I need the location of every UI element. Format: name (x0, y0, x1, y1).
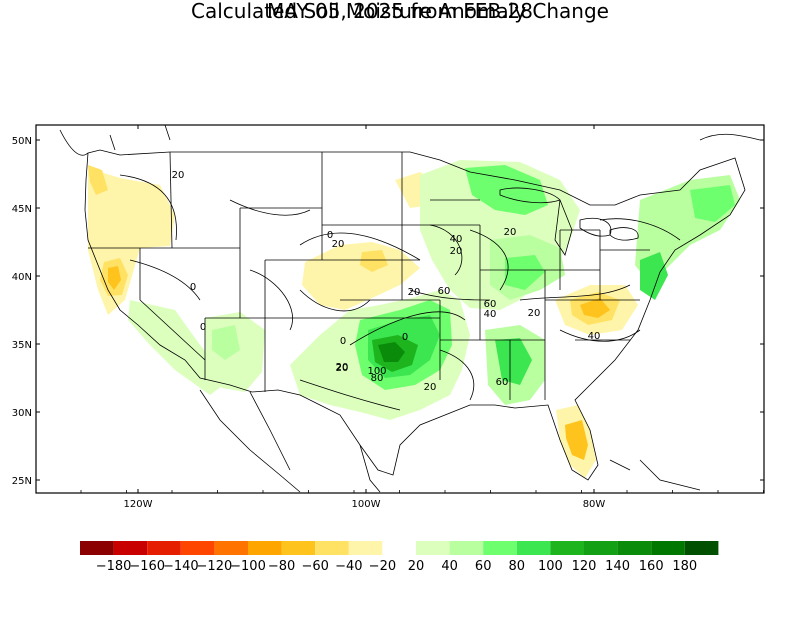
colorbar-label: 40 (441, 559, 458, 574)
contour-label: 20 (450, 246, 463, 257)
colorbar-swatch (550, 541, 584, 555)
title-line-2: MAY 05, 2025 from FEB.28 (267, 0, 533, 23)
contour-label: 60 (496, 377, 509, 388)
colorbar-swatch (483, 541, 517, 555)
dry-region-virginia-core (580, 298, 610, 318)
lon-label: 80W (583, 499, 606, 510)
contour-label: 100 (367, 366, 386, 377)
contour-label: 60 (438, 286, 451, 297)
contour-label: 20 (408, 287, 421, 298)
lat-labels: 50N 45N 40N 35N 30N 25N (12, 136, 32, 487)
colorbar-swatch (516, 541, 551, 555)
contour-label: 40 (450, 234, 463, 245)
wet-region-mississippi-core (495, 338, 532, 385)
colorbar-label: 100 (538, 559, 563, 574)
colorbar-label: −80 (268, 559, 295, 574)
colorbar-swatch (348, 541, 383, 555)
lon-labels: 120W 100W 80W (124, 499, 606, 510)
lat-label: 40N (12, 272, 32, 283)
contour-label: 40 (484, 309, 497, 320)
contour-label: 20 (528, 308, 541, 319)
colorbar-label: −60 (301, 559, 328, 574)
lat-label: 35N (12, 340, 32, 351)
contour-label: 60 (484, 299, 497, 310)
us-outline (84, 149, 746, 481)
axis-ticks (36, 125, 764, 493)
colorbar-swatch (584, 541, 618, 555)
colorbar-label: −120 (197, 559, 233, 574)
colorbar-swatch (449, 541, 484, 555)
map-frame (35, 124, 765, 494)
dry-region-florida-core (565, 420, 588, 460)
lon-label: 100W (352, 499, 381, 510)
colorbar-swatch (147, 541, 181, 555)
dry-region-colorado (302, 242, 420, 310)
wet-region-minnesota (465, 165, 548, 215)
lat-label: 25N (12, 476, 32, 487)
dry-region-central-california (108, 266, 121, 290)
wet-region-arizona (128, 300, 230, 395)
colorbar-label: −100 (230, 559, 266, 574)
colorbar-swatch (281, 541, 316, 555)
contour-label: 20 (336, 362, 349, 373)
colorbar-swatch (214, 541, 248, 555)
colorbar-swatch (248, 541, 282, 555)
dry-region-northwest-strip (88, 165, 108, 195)
colorbar-swatch (113, 541, 148, 555)
colorbar-label: 80 (509, 559, 526, 574)
colorbar-label: 20 (408, 559, 425, 574)
colorbar-label: 180 (672, 559, 697, 574)
wet-region-new-england (690, 185, 735, 222)
state-boundaries (84, 149, 746, 481)
wet-region-illinois (505, 255, 545, 290)
lat-label: 30N (12, 408, 32, 419)
colorbar-labels: −180−160−140−120−100 −80 −60 −40 −20 20 40 60 80… (96, 559, 697, 574)
contour-label: 20 (424, 382, 437, 393)
colorbar-swatch (684, 541, 719, 555)
lon-label: 120W (124, 499, 153, 510)
colorbar-swatch (180, 541, 215, 555)
coastlines-extra (59, 125, 761, 493)
lat-label: 50N (12, 136, 32, 147)
contour-label: 20 (172, 170, 185, 181)
colorbar-swatch (617, 541, 652, 555)
colorbar-label: −20 (369, 559, 396, 574)
wet-region-texas-peak (378, 342, 405, 362)
contour-label: 0 (200, 322, 206, 333)
colorbar-label: −180 (96, 559, 132, 574)
contour-label: 0 (340, 336, 346, 347)
colorbar-swatch (382, 541, 416, 555)
contour-label: 40 (588, 331, 601, 342)
colorbar-swatch (651, 541, 685, 555)
lat-label: 45N (12, 204, 32, 215)
contour-lines (119, 174, 681, 411)
colorbar-label: 140 (605, 559, 630, 574)
title-line-1: Calculated Soil Moisture Anomaly Change (191, 0, 609, 23)
colorbar-swatch (80, 541, 114, 555)
colorbar-swatch (315, 541, 349, 555)
contour-label: 0 (190, 282, 196, 293)
contour-label: 20 (336, 363, 349, 374)
colorbar-label: −40 (335, 559, 362, 574)
contour-label: 0 (402, 332, 408, 343)
colorbar-label: −140 (163, 559, 199, 574)
colorbar-label: 160 (639, 559, 664, 574)
contour-label: 80 (371, 373, 384, 384)
wet-region-new-mexico-core (212, 325, 240, 360)
colorbar-label: −160 (129, 559, 165, 574)
wet-region-mid-atlantic (640, 252, 668, 300)
dry-region-colorado-core (360, 250, 388, 272)
colorbar-swatch (416, 541, 450, 555)
colorbar-label: 60 (475, 559, 492, 574)
colorbar (80, 541, 719, 555)
contour-label: 0 (327, 230, 333, 241)
colorbar-label: 120 (572, 559, 597, 574)
anomaly-shading (88, 160, 740, 478)
contour-label: 20 (332, 239, 345, 250)
contour-label: 20 (504, 227, 517, 238)
